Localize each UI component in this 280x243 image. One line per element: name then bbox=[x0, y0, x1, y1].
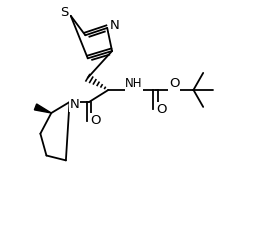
Text: O: O bbox=[90, 114, 100, 127]
Text: O: O bbox=[169, 77, 179, 90]
Text: NH: NH bbox=[125, 77, 143, 90]
Text: O: O bbox=[156, 103, 166, 116]
Polygon shape bbox=[34, 104, 51, 113]
Text: N: N bbox=[69, 98, 79, 112]
Text: S: S bbox=[60, 6, 69, 19]
Text: N: N bbox=[109, 19, 119, 32]
